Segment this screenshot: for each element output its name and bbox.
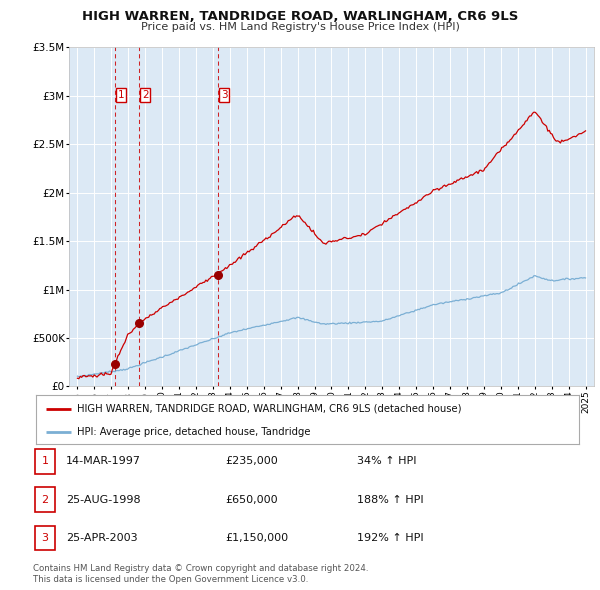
Text: £235,000: £235,000 bbox=[225, 457, 278, 466]
FancyBboxPatch shape bbox=[35, 487, 55, 512]
Text: 1: 1 bbox=[118, 90, 124, 100]
Text: HIGH WARREN, TANDRIDGE ROAD, WARLINGHAM, CR6 9LS: HIGH WARREN, TANDRIDGE ROAD, WARLINGHAM,… bbox=[82, 10, 518, 23]
FancyBboxPatch shape bbox=[35, 526, 55, 550]
Text: 2: 2 bbox=[142, 90, 148, 100]
Text: £650,000: £650,000 bbox=[225, 495, 278, 504]
Text: 25-AUG-1998: 25-AUG-1998 bbox=[66, 495, 140, 504]
Text: HPI: Average price, detached house, Tandridge: HPI: Average price, detached house, Tand… bbox=[77, 427, 310, 437]
Text: This data is licensed under the Open Government Licence v3.0.: This data is licensed under the Open Gov… bbox=[33, 575, 308, 584]
Text: 2: 2 bbox=[41, 495, 49, 504]
FancyBboxPatch shape bbox=[35, 449, 55, 474]
Text: 34% ↑ HPI: 34% ↑ HPI bbox=[357, 457, 416, 466]
Text: £1,150,000: £1,150,000 bbox=[225, 533, 288, 543]
Text: 192% ↑ HPI: 192% ↑ HPI bbox=[357, 533, 424, 543]
Text: 3: 3 bbox=[41, 533, 49, 543]
Text: 188% ↑ HPI: 188% ↑ HPI bbox=[357, 495, 424, 504]
Text: 1: 1 bbox=[41, 457, 49, 466]
Text: Price paid vs. HM Land Registry's House Price Index (HPI): Price paid vs. HM Land Registry's House … bbox=[140, 22, 460, 32]
Text: 14-MAR-1997: 14-MAR-1997 bbox=[66, 457, 141, 466]
Text: 25-APR-2003: 25-APR-2003 bbox=[66, 533, 137, 543]
Text: Contains HM Land Registry data © Crown copyright and database right 2024.: Contains HM Land Registry data © Crown c… bbox=[33, 565, 368, 573]
Text: HIGH WARREN, TANDRIDGE ROAD, WARLINGHAM, CR6 9LS (detached house): HIGH WARREN, TANDRIDGE ROAD, WARLINGHAM,… bbox=[77, 404, 461, 414]
Text: 3: 3 bbox=[221, 90, 227, 100]
